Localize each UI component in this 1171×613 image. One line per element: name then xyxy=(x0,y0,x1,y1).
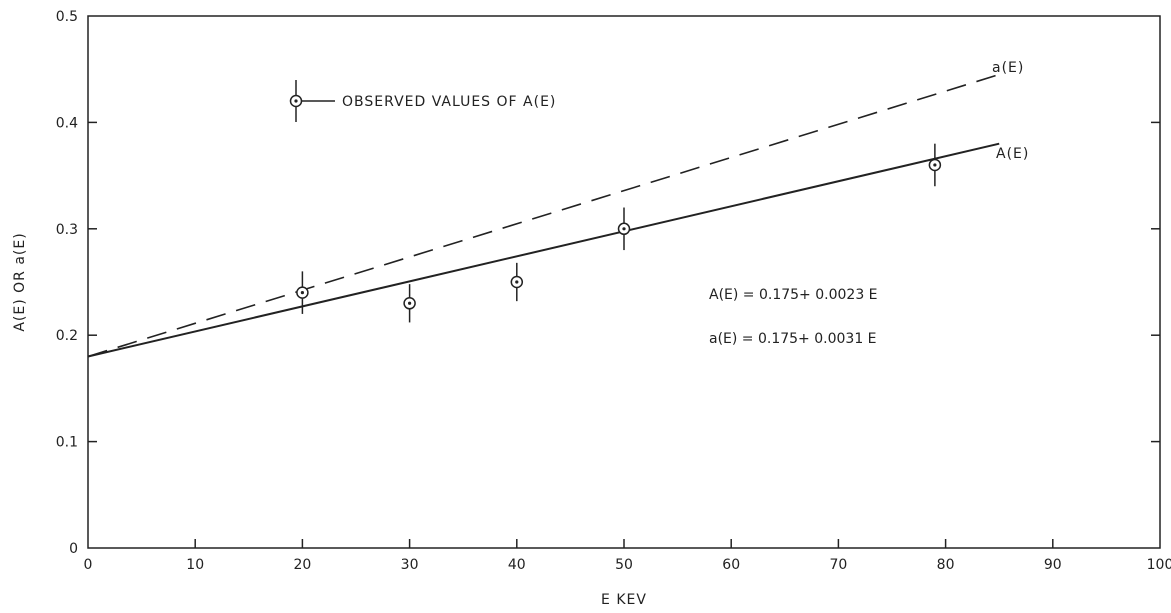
x-tick-label: 50 xyxy=(615,557,633,573)
equation-A: A(E) = 0.175+ 0.0023 E xyxy=(709,287,878,303)
x-tick-label: 100 xyxy=(1147,557,1171,573)
fit-lines xyxy=(87,73,1000,358)
x-tick-label: 90 xyxy=(1044,557,1062,573)
x-tick-label: 10 xyxy=(186,557,204,573)
legend-marker xyxy=(289,80,303,122)
line-label-a: a(E) xyxy=(992,60,1024,76)
line-label-A: A(E) xyxy=(996,146,1029,162)
legend: OBSERVED VALUES OF A(E) xyxy=(289,80,556,122)
data-point xyxy=(289,80,303,122)
y-tick-label: 0.2 xyxy=(56,328,78,344)
equation-a: a(E) = 0.175+ 0.0031 E xyxy=(709,331,877,347)
data-point xyxy=(928,143,942,187)
plot-frame xyxy=(87,15,1161,549)
x-tick-label: 40 xyxy=(508,557,526,573)
x-tick-label: 60 xyxy=(722,557,740,573)
ticks xyxy=(88,121,1160,548)
data-points xyxy=(296,143,942,323)
x-axis-title: E KEV xyxy=(601,592,647,608)
y-tick-label: 0.1 xyxy=(56,435,78,451)
line-a-dashed xyxy=(87,73,1000,358)
data-point xyxy=(296,271,309,314)
x-tick-label: 0 xyxy=(84,557,93,573)
x-tick-label: 70 xyxy=(829,557,847,573)
line-A-solid xyxy=(87,142,1000,358)
x-tick-label: 80 xyxy=(937,557,955,573)
legend-text: OBSERVED VALUES OF A(E) xyxy=(342,94,556,110)
y-tick-label: 0 xyxy=(69,541,78,557)
data-point xyxy=(403,284,416,323)
x-tick-label: 20 xyxy=(293,557,311,573)
x-tick-label: 30 xyxy=(401,557,419,573)
y-tick-label: 0.3 xyxy=(56,222,78,238)
data-point xyxy=(510,262,524,302)
tick-labels: 0 10 20 30 40 50 60 70 80 90 100 0 0.1 0.2 0.3 0.4 0.5 xyxy=(56,9,1171,573)
y-tick-label: 0.5 xyxy=(56,9,78,25)
data-point xyxy=(617,207,631,251)
y-axis-title: A(E) OR a(E) xyxy=(12,232,28,331)
y-tick-label: 0.4 xyxy=(56,115,78,131)
